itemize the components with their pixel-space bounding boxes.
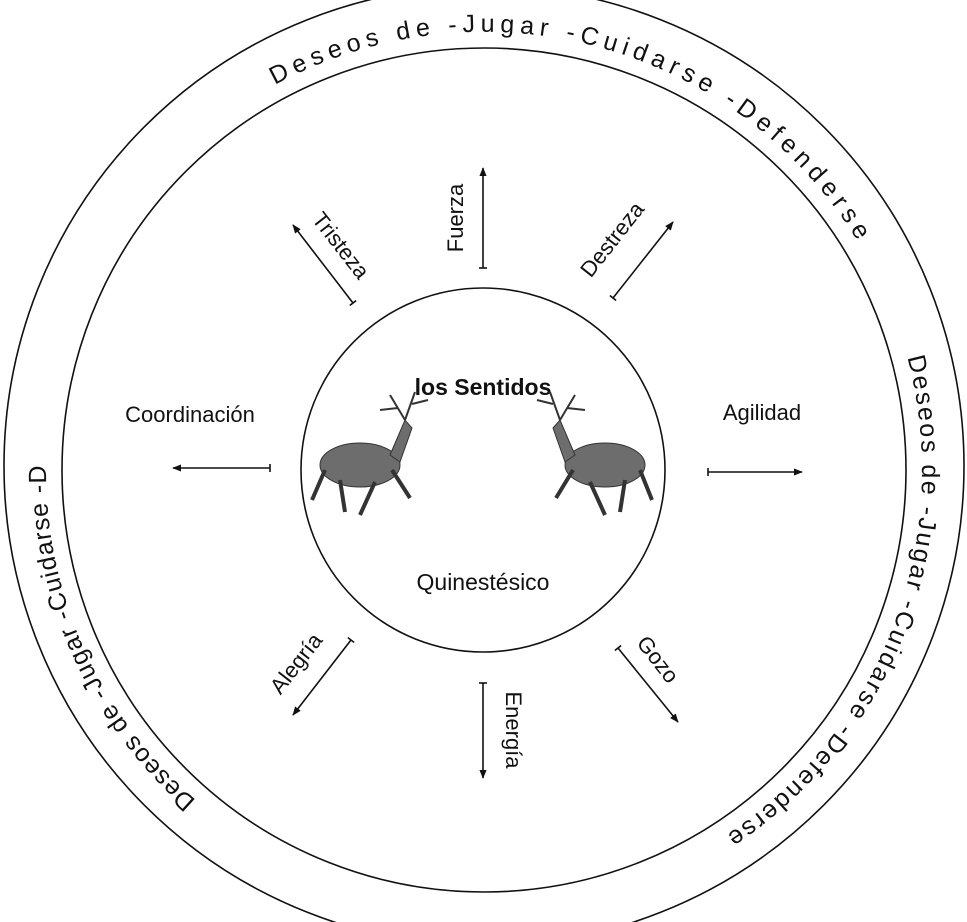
arrow-label: Tristeza	[307, 207, 375, 284]
arrow	[609, 221, 674, 302]
arrow	[292, 636, 355, 716]
deer-left	[310, 391, 429, 516]
ring-text-path: Deseos de -Jugar -Cuidarse -Defenderse	[265, 10, 876, 244]
ring-text: Deseos de -Jugar -Cuidarse -Defenderse	[723, 352, 944, 853]
arrow-label: Coordinación	[125, 402, 255, 427]
arrow-label: Gozo	[632, 631, 684, 688]
inner-circle	[300, 287, 666, 653]
arrow	[292, 224, 357, 307]
arrow-label: Fuerza	[443, 183, 468, 252]
ring-text-path: Deseos de -Jugar -Cuidarse -Defenderse	[723, 352, 944, 853]
arrow-label: Alegría	[265, 628, 328, 699]
deer-right	[536, 391, 654, 516]
center-subtitle: Quinestésico	[417, 569, 550, 595]
ring-text: Deseos de -Jugar -Cuidarse -Defenderse	[265, 10, 876, 244]
center-title: los Sentidos	[415, 374, 552, 400]
arrow-label: Energía	[501, 691, 526, 769]
outer-circle	[3, 0, 965, 922]
ring-circle	[61, 47, 907, 893]
arrow-label: Agilidad	[723, 400, 801, 425]
arrow	[614, 644, 679, 723]
arrow-label: Destreza	[575, 196, 649, 281]
